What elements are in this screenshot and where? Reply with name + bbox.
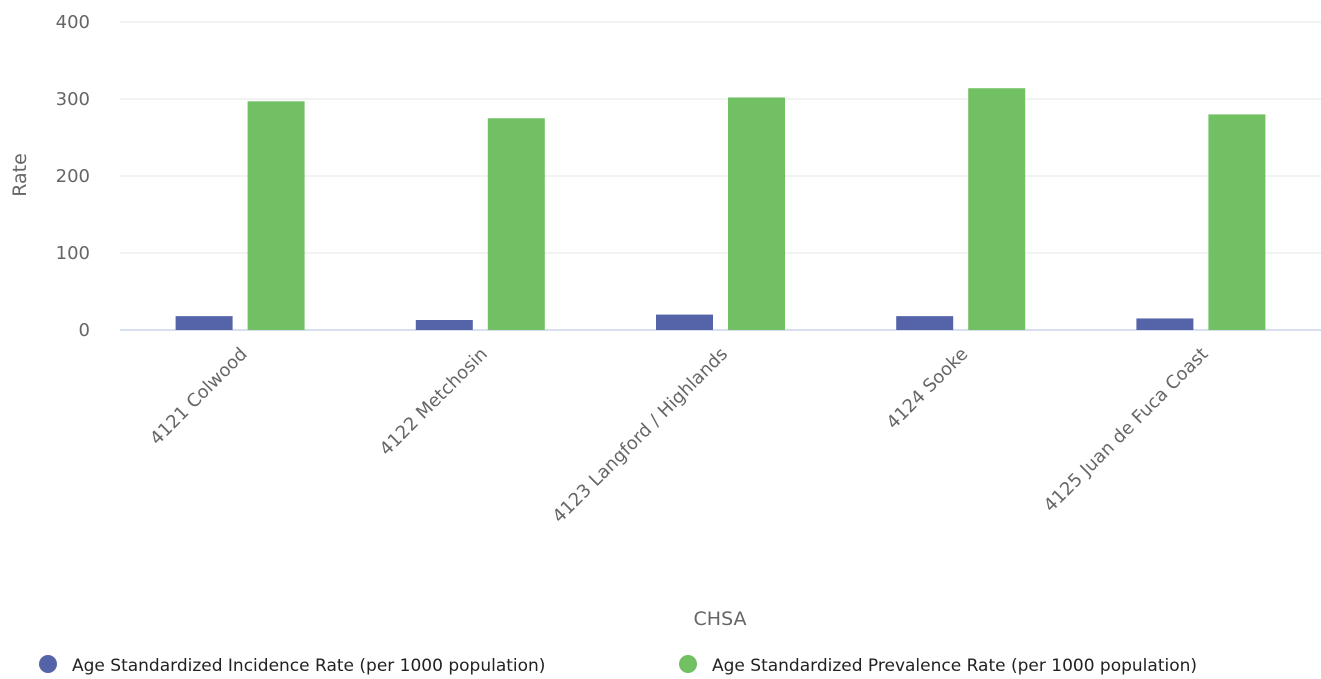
y-tick-label: 400 (56, 12, 90, 33)
bar-incidence[interactable] (175, 316, 233, 330)
y-axis-ticks: 0 100 200 300 400 (56, 12, 90, 341)
bar-prevalence[interactable] (968, 88, 1026, 330)
legend-item-prevalence[interactable]: Age Standardized Prevalence Rate (per 10… (679, 655, 1197, 676)
bar-prevalence[interactable] (487, 118, 545, 330)
bar-prevalence[interactable] (247, 101, 305, 330)
legend-item-incidence[interactable]: Age Standardized Incidence Rate (per 100… (39, 655, 545, 676)
y-tick-label: 100 (56, 243, 90, 264)
bar-incidence[interactable] (896, 316, 954, 330)
bars (175, 88, 1266, 331)
x-tick-label: 4124 Sooke (883, 344, 973, 434)
x-axis-title: CHSA (694, 608, 747, 630)
legend: Age Standardized Incidence Rate (per 100… (39, 655, 1197, 676)
legend-label-incidence: Age Standardized Incidence Rate (per 100… (72, 656, 545, 676)
y-tick-label: 200 (56, 166, 90, 187)
y-tick-label: 0 (79, 320, 90, 341)
bar-incidence[interactable] (656, 314, 713, 330)
x-tick-label: 4121 Colwood (146, 344, 252, 450)
gridlines (120, 21, 1321, 254)
legend-marker-incidence (39, 655, 57, 673)
y-tick-label: 300 (56, 89, 90, 110)
bar-incidence[interactable] (415, 319, 473, 330)
x-axis-category-labels: 4121 Colwood 4122 Metchosin 4123 Langford … (146, 344, 1212, 527)
bar-incidence[interactable] (1136, 318, 1194, 330)
x-tick-label: 4125 Juan de Fuca Coast (1040, 344, 1213, 517)
y-axis-title: Rate (9, 153, 31, 197)
bar-prevalence[interactable] (728, 97, 785, 331)
bar-prevalence[interactable] (1208, 114, 1266, 331)
legend-marker-prevalence (679, 655, 697, 673)
x-tick-label: 4123 Langford / Highlands (549, 344, 732, 527)
legend-label-prevalence: Age Standardized Prevalence Rate (per 10… (712, 656, 1197, 676)
x-tick-label: 4122 Metchosin (376, 344, 492, 460)
